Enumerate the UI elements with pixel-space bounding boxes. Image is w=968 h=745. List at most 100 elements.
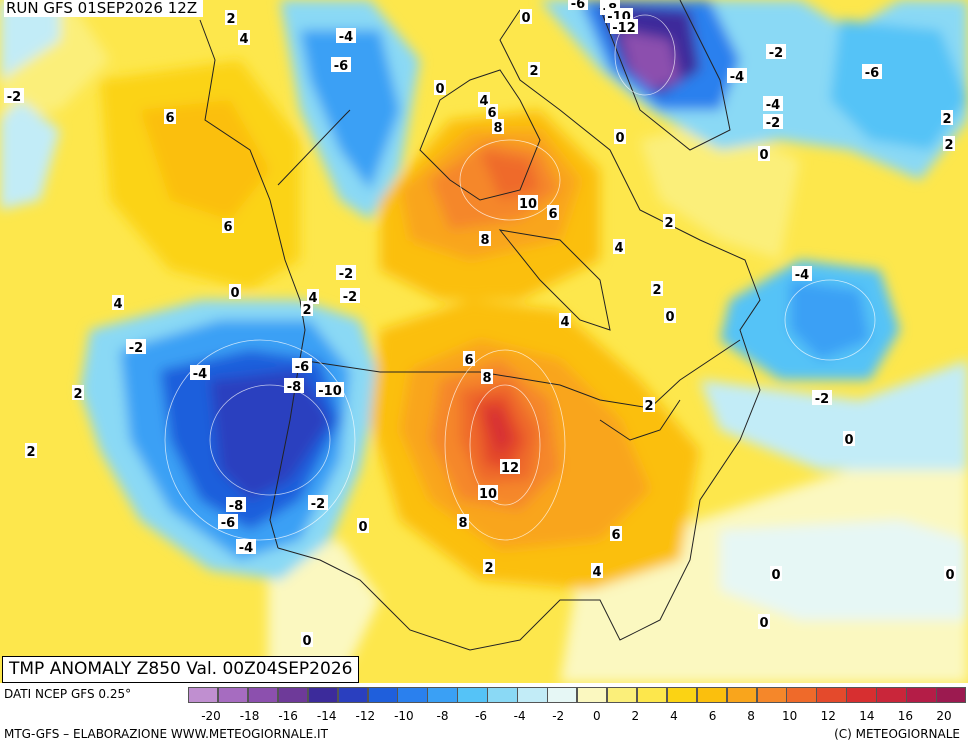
contours (164, 14, 876, 541)
contour-label-text: 4 (592, 565, 601, 580)
legend-swatch (816, 687, 847, 703)
legend-swatch (726, 687, 758, 703)
contour-label: -4 (727, 68, 747, 85)
contour-label: 2 (663, 214, 675, 231)
legend-tick-label: -4 (513, 709, 526, 723)
legend-swatch (936, 687, 967, 703)
contour-label: 4 (613, 239, 625, 256)
legend-swatch (577, 687, 608, 703)
contour-label-text: 12 (501, 461, 519, 476)
contour-label-text: -2 (343, 290, 357, 305)
contour-label: 6 (463, 351, 475, 368)
legend-tick-label: 8 (747, 709, 755, 723)
legend-tick-label: -6 (475, 709, 488, 723)
legend-swatch (517, 687, 548, 703)
legend-swatch (786, 687, 817, 703)
contour-label-text: 0 (844, 433, 853, 448)
legend-swatch (906, 687, 937, 703)
contour-label-text: -6 (334, 59, 348, 74)
contour-label: 4 (112, 295, 124, 312)
legend-swatch (606, 687, 638, 703)
contour-label: -4 (792, 266, 812, 283)
contour-label-text: 0 (521, 11, 530, 26)
copyright-label: (C) METEOGIORNALE (834, 727, 960, 741)
contour-label: -6 (862, 64, 882, 81)
contour-label-text: -2 (766, 116, 780, 131)
contour-label: -6 (292, 358, 312, 375)
contour-label-text: 0 (302, 634, 311, 649)
contour-label: -2 (766, 44, 786, 61)
legend-tick-label: -16 (278, 709, 298, 723)
contour-label: -2 (340, 288, 360, 305)
contour-label: -2 (4, 88, 24, 105)
contour-label-text: -12 (612, 21, 636, 36)
contour-label: -4 (190, 365, 210, 382)
contour-label-text: 4 (308, 291, 317, 306)
contour-label: 0 (758, 614, 770, 631)
contour-label-text: 2 (942, 112, 951, 127)
contour-label: 4 (307, 289, 319, 306)
contour-label: 0 (944, 566, 956, 583)
legend-tick-label: 0 (592, 709, 601, 723)
contour-label-text: 2 (226, 12, 235, 27)
legend-tick-label: 12 (820, 709, 836, 723)
contour-label: 2 (941, 110, 953, 127)
data-source-label: DATI NCEP GFS 0.25° (4, 687, 132, 701)
legend-tick-label: -8 (436, 709, 449, 723)
legend-swatch (846, 687, 877, 703)
contour-label: 0 (357, 518, 369, 535)
contour-label-text: 0 (358, 520, 367, 535)
contour-label: 0 (758, 146, 770, 163)
contour-label-text: 2 (529, 64, 538, 79)
contour-label: 2 (943, 136, 955, 153)
contour-label-text: 2 (652, 283, 661, 298)
contour-value-labels: 42-4-60-6-8-10-12-2-4-6-4-2220-220468066… (4, 0, 956, 649)
legend-swatch (247, 687, 279, 703)
contour-label: 4 (478, 92, 490, 109)
contour-label: -6 (568, 0, 588, 12)
contour-label-text: -10 (318, 384, 342, 399)
contour-label-text: 4 (113, 297, 122, 312)
contour-label: 6 (222, 218, 234, 235)
contour-label-text: 2 (302, 303, 311, 318)
legend-tick-label: -12 (355, 709, 376, 723)
contour-label: 0 (434, 80, 446, 97)
contour-label-text: 2 (644, 399, 653, 414)
contour-label-text: 2 (664, 216, 673, 231)
contour-label-text: 0 (615, 131, 624, 146)
legend-swatch (367, 687, 398, 703)
contour-label-text: -2 (815, 392, 829, 407)
contour-label-text: 0 (771, 568, 780, 583)
contour-label-text: 0 (665, 310, 674, 325)
contour-label-text: 6 (165, 111, 174, 126)
legend-tick-label: 14 (859, 709, 875, 723)
contour-label-text: 0 (230, 286, 239, 301)
contour-label-text: -6 (865, 66, 879, 81)
contour-label-text: 8 (458, 516, 467, 531)
contour-label: 2 (225, 10, 237, 27)
contour-label-text: 8 (493, 121, 502, 136)
contour-label: 0 (301, 632, 313, 649)
contour-label-text: 4 (239, 32, 248, 47)
contour-label-text: 0 (945, 568, 954, 583)
contour-label: 0 (843, 431, 855, 448)
contour-label-text: -6 (221, 516, 235, 531)
contour-label: -6 (218, 514, 238, 531)
contour-label-text: 2 (944, 138, 953, 153)
contour-label-text: 6 (223, 220, 232, 235)
contour-label-text: -8 (287, 380, 301, 395)
contour-label: -4 (236, 539, 256, 556)
legend-tick-label: -2 (552, 709, 565, 723)
contour-label: 4 (591, 563, 603, 580)
contour-label-text: -6 (295, 360, 309, 375)
contour-label: 2 (643, 397, 655, 414)
contour-label: -4 (336, 28, 356, 45)
contour-label: 2 (301, 301, 313, 318)
contour-label-text: 8 (480, 233, 489, 248)
contour-label-text: -4 (730, 70, 744, 85)
contour-label: 0 (614, 129, 626, 146)
producer-label: MTG-GFS – ELABORAZIONE WWW.METEOGIORNALE… (4, 727, 328, 741)
legend-tick-label: -20 (201, 709, 221, 723)
contour-label-text: -4 (239, 541, 253, 556)
contour-label-text: 6 (611, 528, 620, 543)
